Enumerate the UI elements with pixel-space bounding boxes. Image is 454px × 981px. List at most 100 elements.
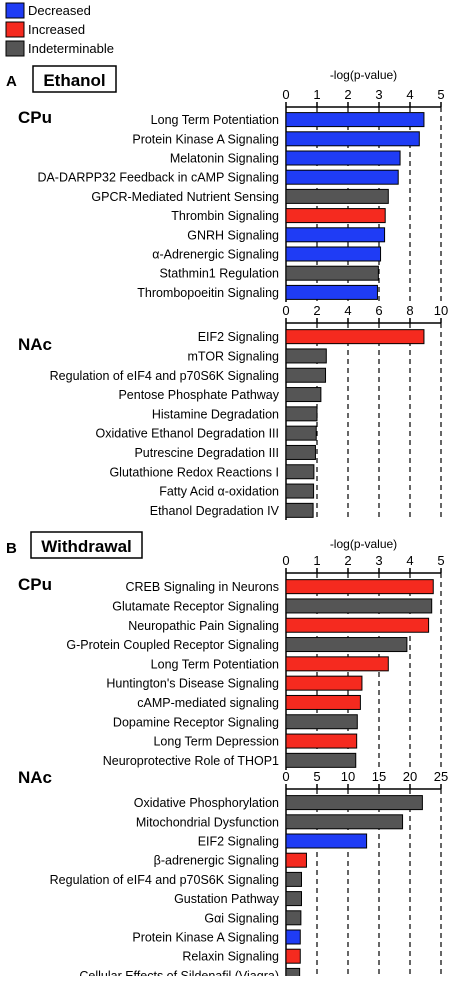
category-label: Long Term Potentiation: [151, 113, 279, 127]
bar: [285, 464, 315, 480]
bar: [285, 714, 358, 730]
bar: [285, 929, 301, 945]
bar: [285, 406, 318, 422]
bar: [285, 150, 401, 166]
x-tick-label: 0: [282, 769, 289, 784]
legend-label-increased: Increased: [28, 22, 85, 37]
x-tick-label: 5: [437, 553, 444, 568]
section-b-letter: B: [6, 540, 17, 557]
section-a-title-box: [32, 65, 117, 93]
x-tick-label: 4: [344, 303, 351, 318]
category-label: Dopamine Receptor Signaling: [113, 715, 279, 729]
bar: [285, 833, 368, 849]
x-tick-label: 20: [403, 769, 417, 784]
bar: [285, 733, 358, 749]
category-label: Long Term Depression: [153, 735, 279, 749]
bar: [285, 444, 316, 460]
category-label: Thrombopoeitin Signaling: [137, 286, 279, 300]
bar: [285, 246, 382, 262]
bar: [285, 112, 425, 128]
legend-label-decreased: Decreased: [28, 3, 91, 18]
bar: [285, 348, 327, 364]
legend-swatch-increased: [5, 21, 25, 38]
panel-ethanol-nac: NAc 0 2 4 6 8 10 EIF2 Signaling mTOR Signaling Re…: [18, 303, 448, 520]
bar: [285, 188, 389, 204]
category-label: Ethanol Degradation IV: [150, 504, 280, 518]
bar: [285, 891, 302, 907]
x-tick-label: 6: [375, 303, 382, 318]
region-label: CPu: [18, 575, 52, 594]
x-axis-label: -log(p-value): [330, 537, 397, 551]
category-label: Oxidative Ethanol Degradation III: [96, 427, 279, 441]
category-label: Neuropathic Pain Signaling: [128, 619, 279, 633]
category-label: Histamine Degradation: [152, 407, 279, 421]
legend: Decreased Increased Indeterminable: [5, 2, 114, 57]
bar: [285, 795, 423, 811]
category-label: Neuroprotective Role of THOP1: [103, 754, 279, 768]
bar: [285, 208, 386, 224]
x-tick-label: 5: [313, 769, 320, 784]
panel-withdrawal-cpu: CPu -log(p-value) 0 1 2 3 4 5 CREB Signaling in …: [18, 537, 445, 770]
category-label: Relaxin Signaling: [182, 950, 279, 964]
x-tick-label: 3: [375, 553, 382, 568]
category-label: Stathmin1 Regulation: [159, 267, 279, 281]
category-label: β-adrenergic Signaling: [154, 854, 279, 868]
bar: [285, 502, 314, 518]
x-tick-label: 8: [406, 303, 413, 318]
category-label: Fatty Acid α-oxidation: [159, 485, 279, 499]
bar: [285, 579, 434, 595]
category-label: EIF2 Signaling: [198, 330, 279, 344]
x-tick-label: 4: [406, 553, 413, 568]
category-label: Cellular Effects of Sildenafil (Viagra): [79, 969, 279, 976]
bar: [285, 483, 315, 499]
x-axis-label: -log(p-value): [330, 68, 397, 82]
region-label: CPu: [18, 108, 52, 127]
x-tick-label: 2: [344, 87, 351, 102]
bar: [285, 948, 301, 964]
region-label: NAc: [18, 335, 52, 354]
category-label: Long Term Potentiation: [151, 657, 279, 671]
x-tick-label: 0: [282, 303, 289, 318]
category-label: Huntington's Disease Signaling: [106, 677, 279, 691]
region-label: NAc: [18, 768, 52, 787]
x-tick-label: 25: [434, 769, 448, 784]
legend-swatch-decreased: [5, 2, 25, 19]
x-tick-label: 10: [434, 303, 448, 318]
bar: [285, 387, 322, 403]
category-label: Mitochondrial Dysfunction: [136, 815, 279, 829]
x-tick-label: 2: [344, 553, 351, 568]
bar: [285, 871, 302, 887]
bar: [285, 656, 389, 672]
category-label: Thrombin Signaling: [171, 209, 279, 223]
bar: [285, 852, 307, 868]
category-label: Gustation Pathway: [174, 892, 280, 906]
panel-ethanol-cpu: CPu -log(p-value) 0 1 2 3 4 5 Long Term Potentia…: [18, 68, 445, 302]
category-label: GNRH Signaling: [187, 228, 279, 242]
category-label: Glutathione Redox Reactions I: [109, 465, 279, 479]
category-label: Oxidative Phosphorylation: [134, 796, 279, 810]
bar: [285, 675, 363, 691]
category-label: Glutamate Receptor Signaling: [112, 599, 279, 613]
bar: [285, 637, 408, 653]
category-label: Pentose Phosphate Pathway: [118, 388, 279, 402]
category-label: EIF2 Signaling: [198, 835, 279, 849]
section-a-title-text: Ethanol: [43, 71, 105, 90]
bar: [285, 598, 433, 614]
category-label: CREB Signaling in Neurons: [125, 580, 279, 594]
bar: [285, 425, 317, 441]
bar: [285, 169, 399, 185]
category-label: Putrescine Degradation III: [134, 446, 279, 460]
bar: [285, 814, 404, 830]
x-tick-label: 2: [313, 303, 320, 318]
bar: [285, 752, 357, 768]
x-tick-label: 0: [282, 553, 289, 568]
category-label: GPCR-Mediated Nutrient Sensing: [91, 190, 279, 204]
category-label: Regulation of eIF4 and p70S6K Signaling: [50, 873, 279, 887]
section-a-letter: A: [6, 73, 17, 90]
x-tick-label: 1: [313, 553, 320, 568]
x-tick-label: 15: [372, 769, 386, 784]
category-label: Protein Kinase A Signaling: [132, 132, 279, 146]
x-tick-label: 3: [375, 87, 382, 102]
bar: [285, 329, 425, 345]
